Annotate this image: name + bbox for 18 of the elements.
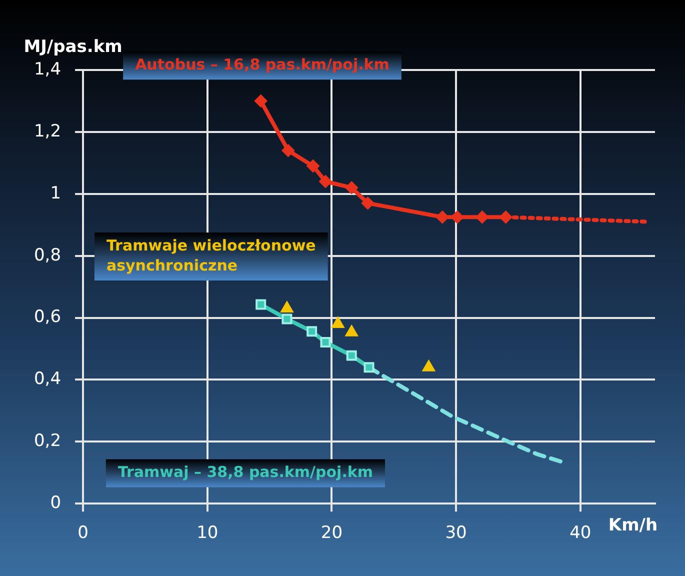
y-tick-label: 0,8: [34, 245, 62, 266]
y-tick-label: 0: [50, 493, 62, 514]
x-tick-label: 30: [445, 523, 467, 544]
text: Tramwaje wieloczłonowe asynchroniczne: [106, 236, 316, 274]
y-tick-label: 0,2: [34, 431, 62, 452]
y-tick-label: 1: [50, 183, 62, 204]
y-tick-label: 1,4: [34, 59, 62, 80]
y-tick-label: 0,4: [34, 369, 62, 390]
x-tick-label: 40: [570, 523, 592, 544]
y-tick-label: 1,2: [34, 121, 62, 142]
x-axis-title: Km/h: [608, 516, 658, 536]
y-tick-label: 0,6: [34, 307, 62, 328]
y-axis-title: MJ/pas.km: [24, 36, 122, 57]
x-tick-label: 20: [320, 523, 343, 544]
x-tick-label: 0: [78, 523, 88, 544]
text: Autobus – 16,8 pas.km/poj.km: [135, 56, 390, 74]
x-tick-label: 10: [196, 523, 218, 544]
text: Tramwaj – 38,8 pas.km/poj.km: [118, 463, 374, 482]
